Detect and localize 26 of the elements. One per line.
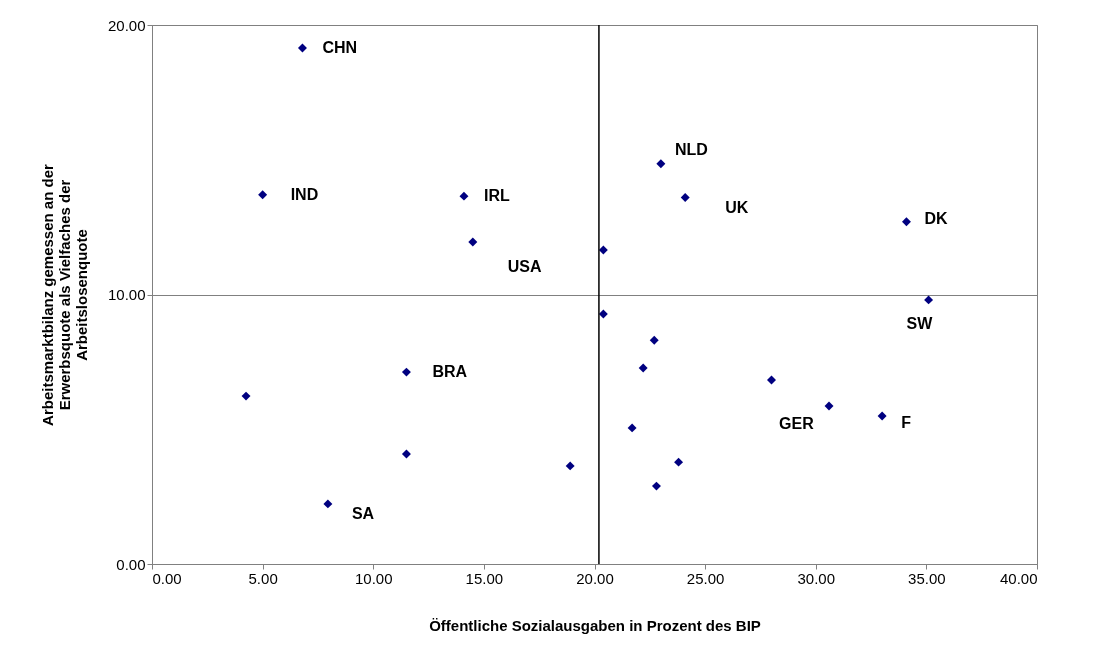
- x-tick-label: 5.00: [248, 569, 278, 587]
- annotation: GER: [779, 415, 815, 433]
- x-tick-label: 0.00: [152, 569, 182, 587]
- x-axis-title: Öffentliche Sozialausgaben in Prozent des BIP: [429, 616, 761, 634]
- y-tick-label: 0.00: [116, 555, 146, 573]
- annotation: IRL: [483, 187, 510, 205]
- x-tick-label: 25.00: [686, 569, 725, 587]
- y-tick-label: 10.00: [107, 286, 146, 303]
- y-tick-label: 20.00: [107, 16, 146, 34]
- x-tick-label: 10.00: [354, 569, 393, 587]
- x-tick-label: 30.00: [797, 569, 836, 587]
- x-tick-label: 35.00: [908, 569, 946, 587]
- annotation: BRA: [432, 363, 468, 381]
- annotation: CHN: [322, 38, 358, 56]
- y-axis-title: Arbeitsmarktbilanz gemessen an der Erwerbsquote als Vielfaches der Arbeitslosenquote: [38, 163, 90, 426]
- x-tick-label: 15.00: [465, 569, 504, 587]
- annotation: IND: [290, 185, 319, 203]
- x-tick-label: 20.00: [576, 569, 614, 587]
- annotation: F: [901, 414, 912, 432]
- annotation: USA: [507, 257, 543, 275]
- annotation: SW: [906, 314, 934, 332]
- annotation: NLD: [674, 140, 708, 158]
- annotation: UK: [725, 199, 749, 217]
- annotation: DK: [924, 209, 949, 227]
- x-tick-label: 40.00: [999, 569, 1038, 587]
- annotation: SA: [351, 504, 375, 522]
